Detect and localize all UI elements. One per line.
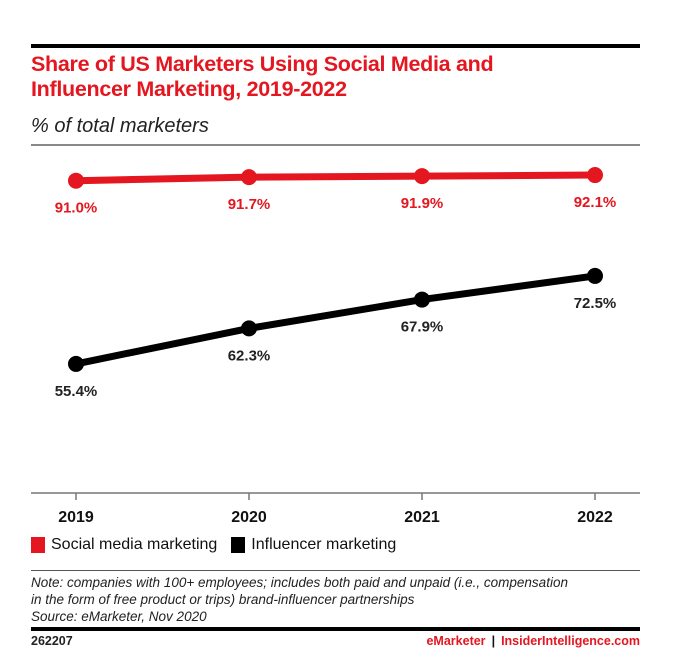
series-line-influencer xyxy=(72,272,599,368)
data-label: 67.9% xyxy=(401,319,444,336)
legend-swatch-social xyxy=(31,537,45,553)
source-line: Source: eMarketer, Nov 2020 xyxy=(31,609,207,624)
data-point xyxy=(414,168,430,185)
brand-separator: | xyxy=(491,634,496,648)
chart-subtitle: % of total marketers xyxy=(31,115,209,137)
data-point xyxy=(587,167,603,184)
data-point xyxy=(68,172,84,189)
brand-emarketer: eMarketer xyxy=(426,634,486,648)
subtitle-rule xyxy=(31,144,640,146)
title-line-1: Share of US Marketers Using Social Media… xyxy=(31,52,494,76)
data-point xyxy=(241,320,257,337)
data-label: 62.3% xyxy=(228,347,271,364)
data-label: 92.1% xyxy=(574,194,617,211)
chart-title: Share of US Marketers Using Social Media… xyxy=(31,52,641,102)
data-point xyxy=(68,355,84,372)
data-label: 72.5% xyxy=(574,295,617,312)
note-line-1: Note: companies with 100+ employees; inc… xyxy=(31,575,568,590)
x-tick-label: 2021 xyxy=(404,509,440,526)
x-tick-label: 2020 xyxy=(231,509,267,526)
note-rule xyxy=(31,570,640,571)
chart-id: 262207 xyxy=(31,634,73,648)
legend-item-influencer: Influencer marketing xyxy=(231,536,396,554)
title-line-2: Influencer Marketing, 2019-2022 xyxy=(31,77,347,101)
legend-item-social: Social media marketing xyxy=(31,536,217,554)
data-label: 91.7% xyxy=(228,196,271,213)
data-point xyxy=(241,169,257,186)
brand-insider-link[interactable]: InsiderIntelligence.com xyxy=(501,634,640,648)
data-label: 91.0% xyxy=(55,200,98,217)
note: Note: companies with 100+ employees; inc… xyxy=(31,574,640,625)
brand-footer: eMarketer | InsiderIntelligence.com xyxy=(426,634,640,648)
note-line-2: in the form of free product or trips) br… xyxy=(31,592,415,607)
bottom-rule xyxy=(31,627,640,631)
data-label: 91.9% xyxy=(401,195,444,212)
legend: Social media marketing Influencer market… xyxy=(31,536,410,554)
data-label: 55.4% xyxy=(55,383,98,400)
x-tick-label: 2022 xyxy=(577,509,613,526)
top-rule xyxy=(31,44,640,48)
legend-label-social: Social media marketing xyxy=(51,536,218,553)
data-point xyxy=(414,291,430,308)
series-line-social xyxy=(72,171,599,185)
legend-label-influencer: Influencer marketing xyxy=(251,536,397,553)
x-tick-label: 2019 xyxy=(58,509,94,526)
data-point xyxy=(587,267,603,284)
legend-swatch-influencer xyxy=(231,537,246,553)
